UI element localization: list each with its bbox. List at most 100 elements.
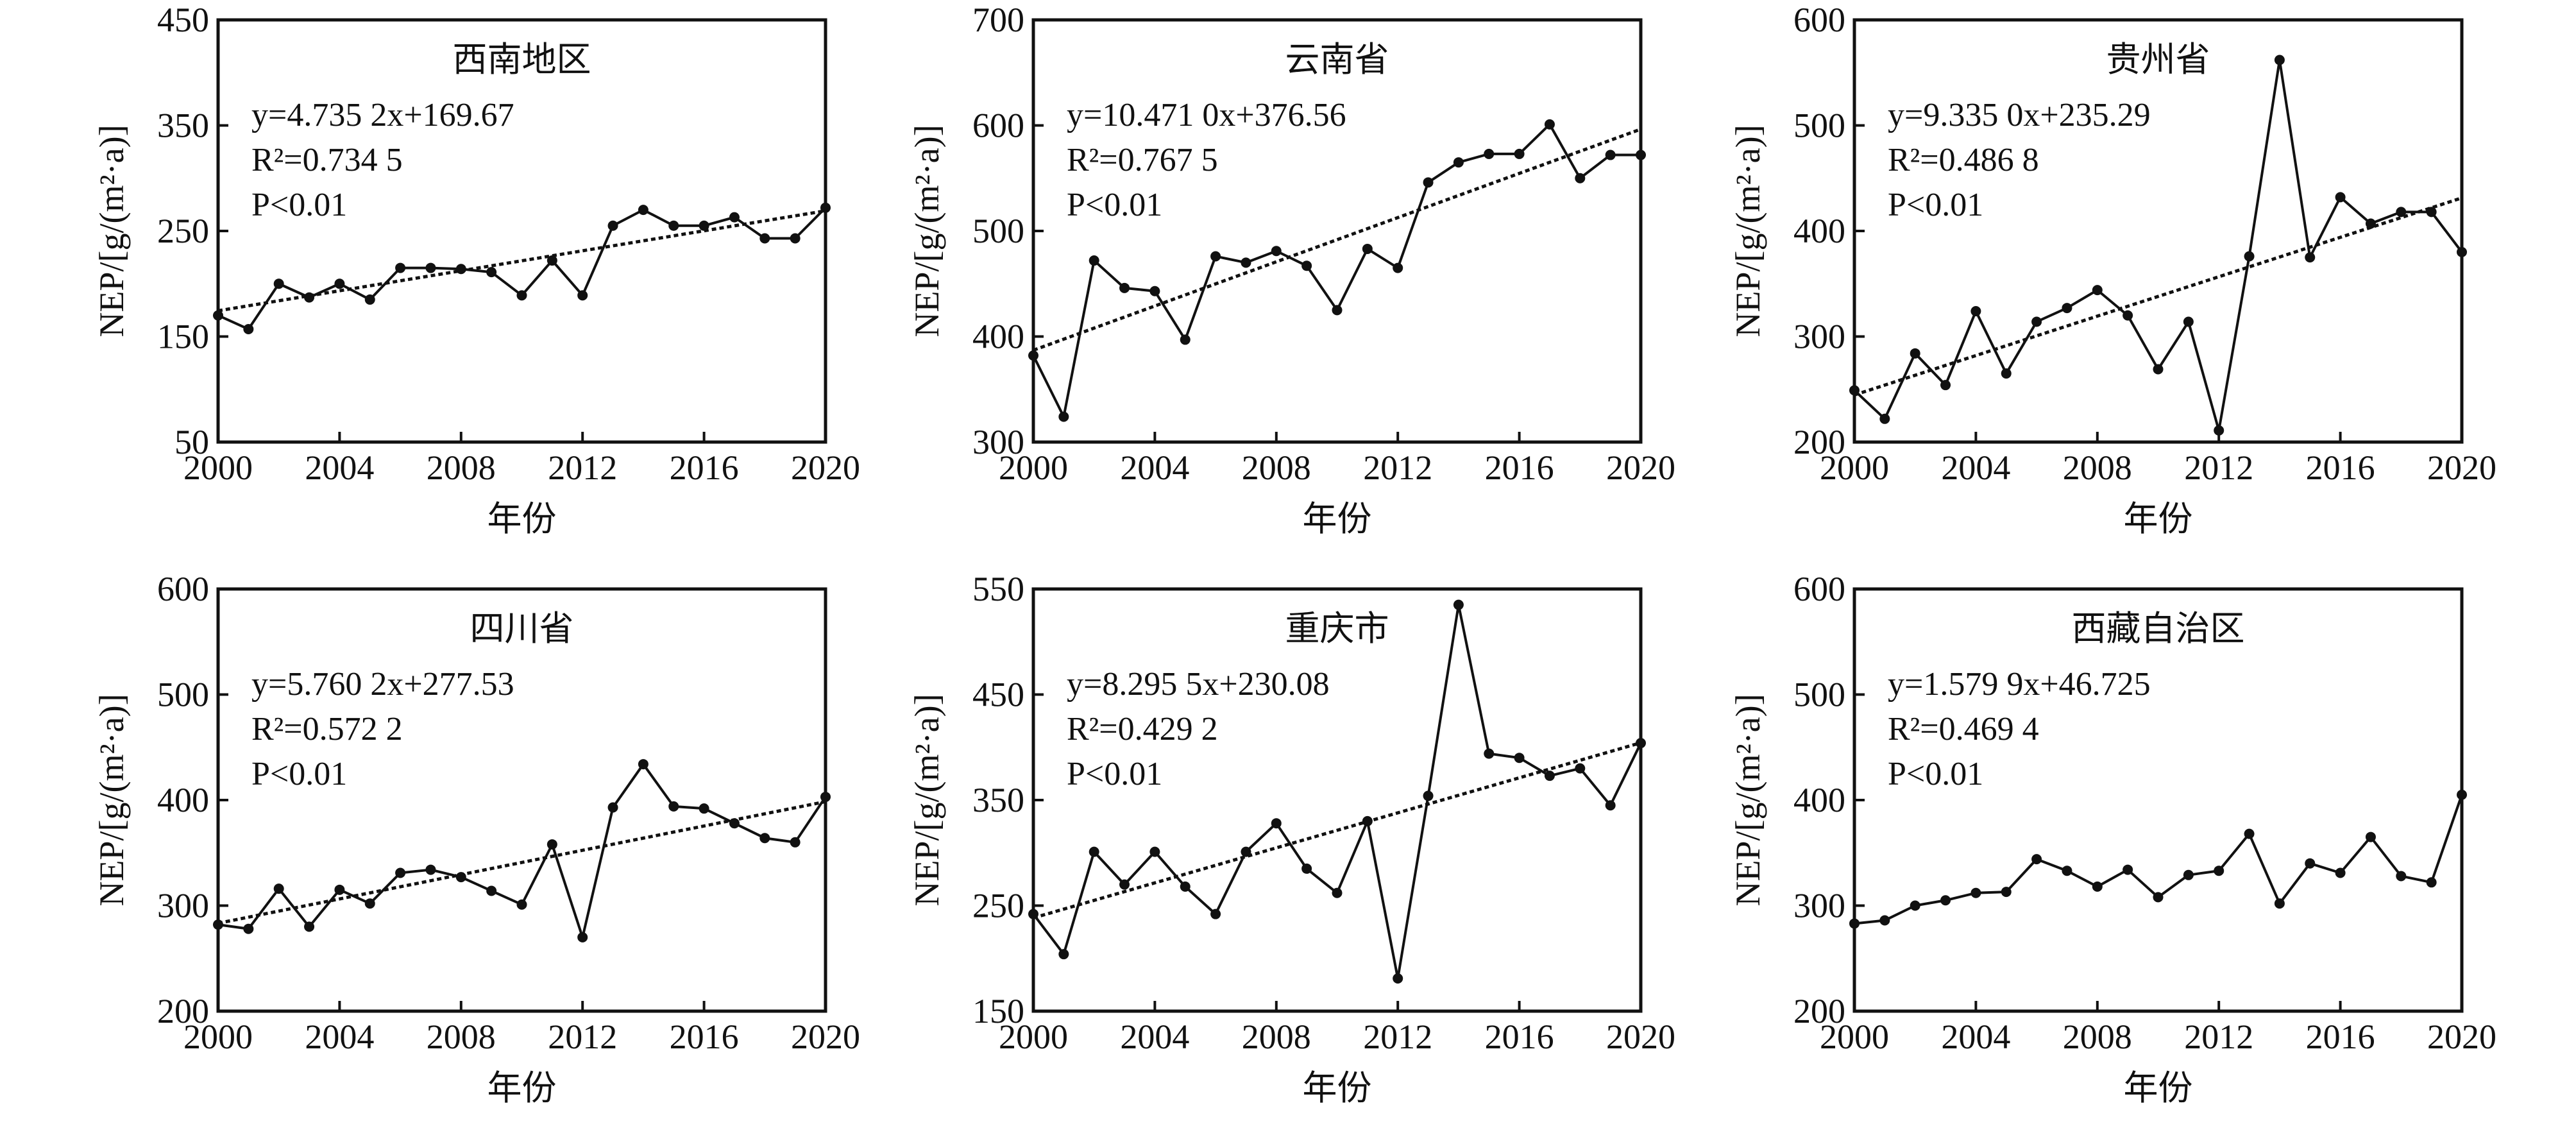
x-tick-label: 2004 xyxy=(1941,1018,2010,1056)
panel-3: 2000 2004 2008 2012 2016 2020 200 300 400 500 600 年… xyxy=(1729,1,2496,538)
data-point xyxy=(1849,385,1860,396)
plot-frame xyxy=(1031,587,1643,1013)
data-point xyxy=(213,310,223,321)
data-point xyxy=(1970,306,1981,317)
x-tick-label: 2012 xyxy=(1363,1018,1432,1056)
data-point xyxy=(1910,900,1920,911)
regression-equation: y=4.735 2x+169.67 xyxy=(251,97,514,133)
data-point xyxy=(790,233,801,244)
x-tick-label: 2012 xyxy=(1363,448,1432,487)
data-point xyxy=(2396,871,2407,882)
y-tick-label: 350 xyxy=(972,781,1024,819)
x-tick-label: 2016 xyxy=(1485,1018,1554,1056)
y-tick-label: 350 xyxy=(157,107,209,145)
data-point xyxy=(2153,892,2164,903)
regression-equation: y=9.335 0x+235.29 xyxy=(1888,97,2151,133)
data-point xyxy=(2183,869,2194,880)
x-tick-label: 2000 xyxy=(999,448,1068,487)
y-tick-label: 700 xyxy=(972,1,1024,39)
data-point xyxy=(2365,218,2376,229)
panel-6: 2000 2004 2008 2012 2016 2020 200 300 400 500 600 年… xyxy=(1729,570,2496,1107)
y-tick-label: 500 xyxy=(1793,676,1845,714)
y-tick-label: 400 xyxy=(157,781,209,819)
data-point xyxy=(395,262,406,273)
series-line xyxy=(217,207,827,330)
x-tick-label: 2012 xyxy=(548,448,617,487)
regression-equation: y=1.579 9x+46.725 xyxy=(1888,666,2151,703)
data-point xyxy=(607,802,618,813)
p-value: P<0.01 xyxy=(1888,756,1983,792)
p-value: P<0.01 xyxy=(1067,187,1162,223)
x-tick-label: 2004 xyxy=(1120,1018,1189,1056)
panel-title: 云南省 xyxy=(1285,40,1389,79)
x-tick-label: 2008 xyxy=(2063,448,2132,487)
plot-frame xyxy=(1852,18,2464,444)
y-tick-label: 200 xyxy=(1793,423,1845,461)
r-squared: R²=0.469 4 xyxy=(1888,711,2039,747)
x-tick-label: 2004 xyxy=(305,448,374,487)
x-tick-label: 2020 xyxy=(1606,448,1675,487)
data-point xyxy=(2426,207,2437,218)
data-point xyxy=(2123,864,2133,875)
data-point xyxy=(1940,895,1951,906)
x-tick-label: 2012 xyxy=(2184,448,2253,487)
data-point xyxy=(1423,790,1434,801)
y-tick-label: 150 xyxy=(157,318,209,356)
data-point xyxy=(364,898,375,909)
y-tick-label: 250 xyxy=(972,887,1024,925)
data-point xyxy=(2244,828,2255,839)
x-tick-label: 2020 xyxy=(791,1018,860,1056)
data-point xyxy=(1879,413,1890,424)
data-point xyxy=(1241,257,1251,268)
x-tick-label: 2008 xyxy=(427,1018,496,1056)
data-point xyxy=(2335,192,2346,203)
y-axis-label: NEP/[g/(m²·a)] xyxy=(908,124,946,337)
data-point xyxy=(1362,815,1373,826)
r-squared: R²=0.486 8 xyxy=(1888,142,2039,178)
x-tick-label: 2008 xyxy=(427,448,496,487)
data-point xyxy=(455,264,466,275)
data-point xyxy=(213,919,223,930)
plot-frame xyxy=(216,18,827,444)
data-point xyxy=(1271,818,1282,829)
y-tick-label: 600 xyxy=(1793,570,1845,608)
data-point xyxy=(1484,748,1495,759)
data-point xyxy=(1332,305,1343,316)
data-point xyxy=(2365,832,2376,842)
data-point xyxy=(1119,879,1130,890)
x-axis-label: 年份 xyxy=(1303,1069,1372,1107)
r-squared: R²=0.572 2 xyxy=(251,711,403,747)
y-tick-label: 300 xyxy=(1793,887,1845,925)
x-tick-label: 2008 xyxy=(1242,448,1311,487)
data-point xyxy=(2092,881,2103,892)
data-point xyxy=(1849,918,1860,929)
y-tick-label: 600 xyxy=(972,107,1024,145)
data-point xyxy=(1544,771,1555,781)
data-point xyxy=(1362,243,1373,254)
trend-line xyxy=(1033,741,1641,920)
p-value: P<0.01 xyxy=(1067,756,1162,792)
y-tick-label: 500 xyxy=(972,212,1024,250)
data-point xyxy=(1453,599,1464,610)
data-point xyxy=(2123,310,2133,321)
data-point xyxy=(577,932,588,943)
regression-equation: y=8.295 5x+230.08 xyxy=(1067,666,1330,703)
data-point xyxy=(1058,411,1069,422)
data-point xyxy=(2457,246,2467,257)
data-point xyxy=(729,818,740,829)
y-tick-label: 200 xyxy=(157,992,209,1030)
data-point xyxy=(1605,800,1616,811)
data-point xyxy=(759,833,770,844)
r-squared: R²=0.429 2 xyxy=(1067,711,1218,747)
x-tick-label: 2000 xyxy=(999,1018,1068,1056)
trend-line xyxy=(1854,196,2462,397)
data-point xyxy=(2001,887,2012,898)
data-point xyxy=(2457,789,2467,800)
data-point xyxy=(1149,846,1160,857)
panel-1: 2000 2004 2008 2012 2016 2020 50 150 250 350 450 年份… xyxy=(92,1,860,538)
data-point xyxy=(2274,898,2285,909)
x-axis-label: 年份 xyxy=(1303,500,1372,538)
data-point xyxy=(1210,251,1221,262)
data-point xyxy=(547,839,557,850)
data-point xyxy=(1301,260,1312,271)
